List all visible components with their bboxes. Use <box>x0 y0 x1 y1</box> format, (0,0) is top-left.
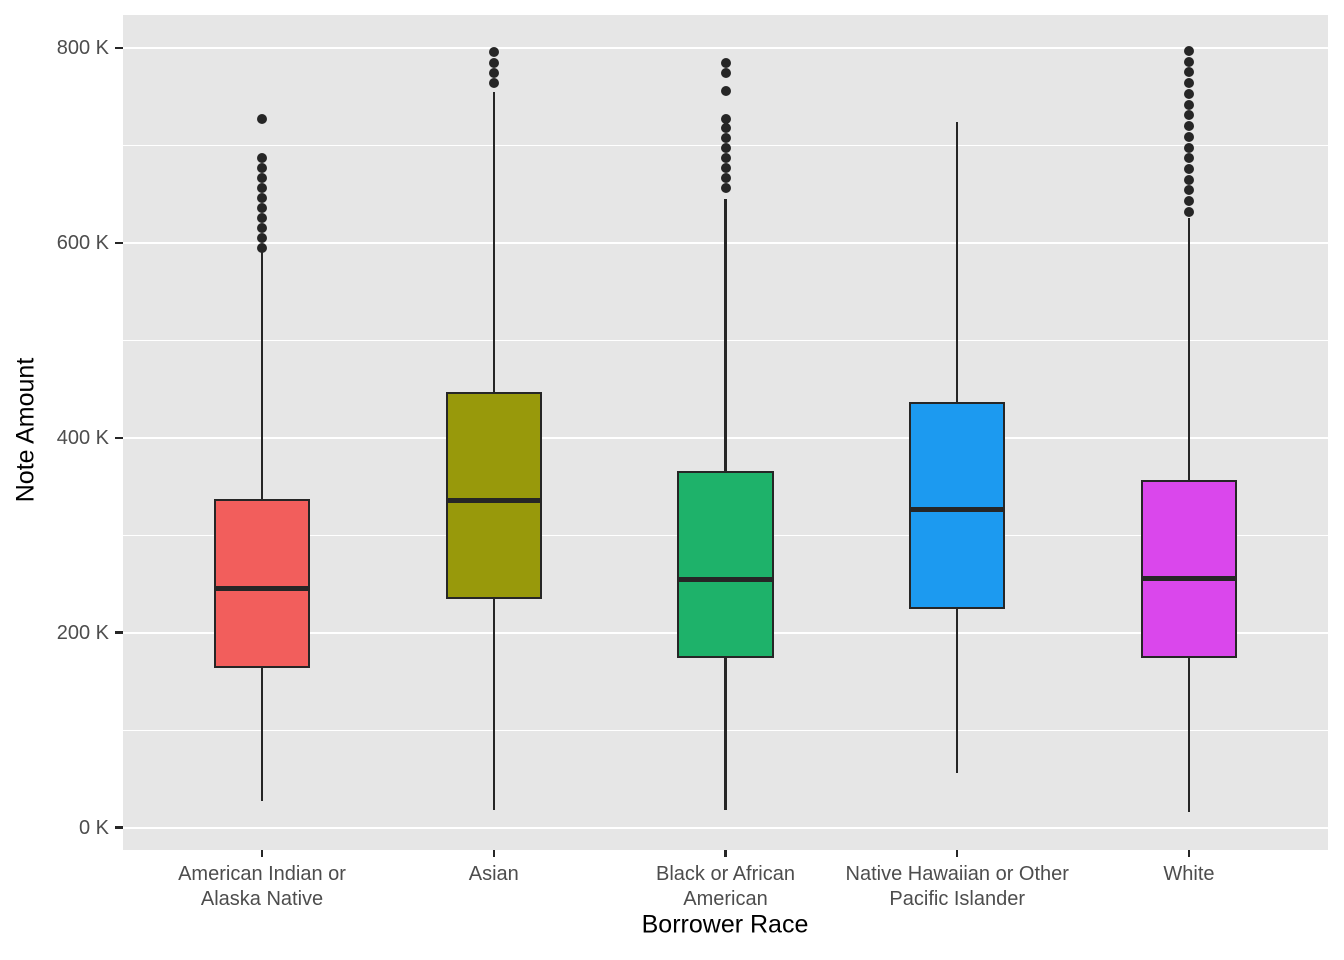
whisker-lower <box>1187 657 1191 812</box>
x-axis-tick <box>955 850 959 857</box>
outlier-dot <box>720 132 731 143</box>
median-line <box>213 586 311 592</box>
outlier-dot <box>257 233 268 244</box>
outlier-dot <box>488 47 499 58</box>
gridline-major <box>123 826 1328 829</box>
x-tick-label: American Indian or Alaska Native <box>112 862 412 912</box>
outlier-dot <box>1183 174 1194 185</box>
x-axis-tick <box>260 850 264 857</box>
x-axis-tick <box>724 850 727 857</box>
outlier-dot <box>257 153 268 164</box>
median-line <box>1140 575 1238 581</box>
outlier-dot <box>1183 153 1194 164</box>
x-tick-label-line: American Indian or <box>178 863 346 885</box>
whisker-upper <box>492 91 496 394</box>
y-axis-tick <box>115 46 123 50</box>
outlier-dot <box>720 123 731 134</box>
outlier-dot <box>257 202 268 213</box>
x-tick-label: Native Hawaiian or Other Pacific Islander <box>807 862 1107 912</box>
outlier-dot <box>720 68 731 79</box>
x-tick-label-line: Black or African <box>656 863 795 885</box>
x-axis-tick <box>492 850 496 857</box>
whisker-upper <box>724 199 727 472</box>
outlier-dot <box>1183 56 1194 67</box>
box-iqr <box>908 401 1006 609</box>
y-tick-label: 0 K <box>78 816 109 839</box>
outlier-dot <box>720 143 731 154</box>
outlier-dot <box>720 85 731 96</box>
outlier-dot <box>488 57 499 68</box>
outlier-dot <box>257 162 268 173</box>
outlier-dot <box>488 68 499 79</box>
x-axis-tick <box>1187 850 1191 857</box>
x-tick-label: Asian <box>344 862 644 887</box>
outlier-dot <box>257 242 268 253</box>
x-tick-label-line: Native Hawaiian or Other <box>845 863 1069 885</box>
outlier-dot <box>1183 99 1194 110</box>
x-axis-title: Borrower Race <box>641 910 809 939</box>
outlier-dot <box>1183 185 1194 196</box>
whisker-upper <box>260 249 264 501</box>
outlier-dot <box>720 114 731 125</box>
y-tick-label: 200 K <box>56 621 109 644</box>
outlier-dot <box>257 114 268 125</box>
outlier-dot <box>1183 142 1194 153</box>
outlier-dot <box>1183 206 1194 217</box>
outlier-dot <box>1183 121 1194 132</box>
y-axis-tick <box>115 631 123 634</box>
box-iqr <box>445 391 543 599</box>
whisker-upper <box>955 122 959 403</box>
whisker-lower <box>724 657 727 811</box>
y-axis-tick <box>115 826 123 829</box>
x-tick-label-line: Asian <box>468 863 519 885</box>
y-tick-label: 400 K <box>56 426 109 449</box>
outlier-dot <box>257 172 268 183</box>
x-tick-label: Black or African American <box>576 862 876 912</box>
whisker-lower <box>260 666 264 802</box>
whisker-lower <box>955 607 959 774</box>
x-tick-label: White <box>1039 862 1339 887</box>
y-axis-tick <box>115 241 123 245</box>
outlier-dot <box>720 153 731 164</box>
y-axis-tick <box>115 436 123 440</box>
x-tick-label-line: Alaska Native <box>200 888 324 910</box>
box-iqr <box>1140 480 1238 659</box>
outlier-dot <box>720 183 731 194</box>
outlier-dot <box>1183 46 1194 57</box>
outlier-dot <box>257 193 268 204</box>
outlier-dot <box>720 172 731 183</box>
whisker-lower <box>492 597 496 811</box>
outlier-dot <box>1183 131 1194 142</box>
box-iqr <box>677 470 774 659</box>
y-tick-label: 600 K <box>56 231 109 254</box>
outlier-dot <box>720 162 731 173</box>
outlier-dot <box>1183 163 1194 174</box>
outlier-dot <box>257 212 268 223</box>
median-line <box>908 507 1006 513</box>
x-tick-label-line: American <box>683 888 768 910</box>
outlier-dot <box>720 57 731 68</box>
x-tick-label-line: White <box>1163 863 1215 885</box>
box-iqr <box>213 498 311 669</box>
outlier-dot <box>1183 110 1194 121</box>
outlier-dot <box>257 183 268 194</box>
outlier-dot <box>1183 78 1194 89</box>
outlier-dot <box>1183 88 1194 99</box>
x-tick-label-line: Pacific Islander <box>889 888 1026 910</box>
outlier-dot <box>257 223 268 234</box>
y-tick-label: 800 K <box>56 37 109 60</box>
median-line <box>445 497 543 503</box>
outlier-dot <box>1183 196 1194 207</box>
whisker-upper <box>1187 217 1191 482</box>
median-line <box>677 576 774 582</box>
outlier-dot <box>488 78 499 89</box>
outlier-dot <box>1183 67 1194 78</box>
gridline-major <box>123 47 1328 50</box>
